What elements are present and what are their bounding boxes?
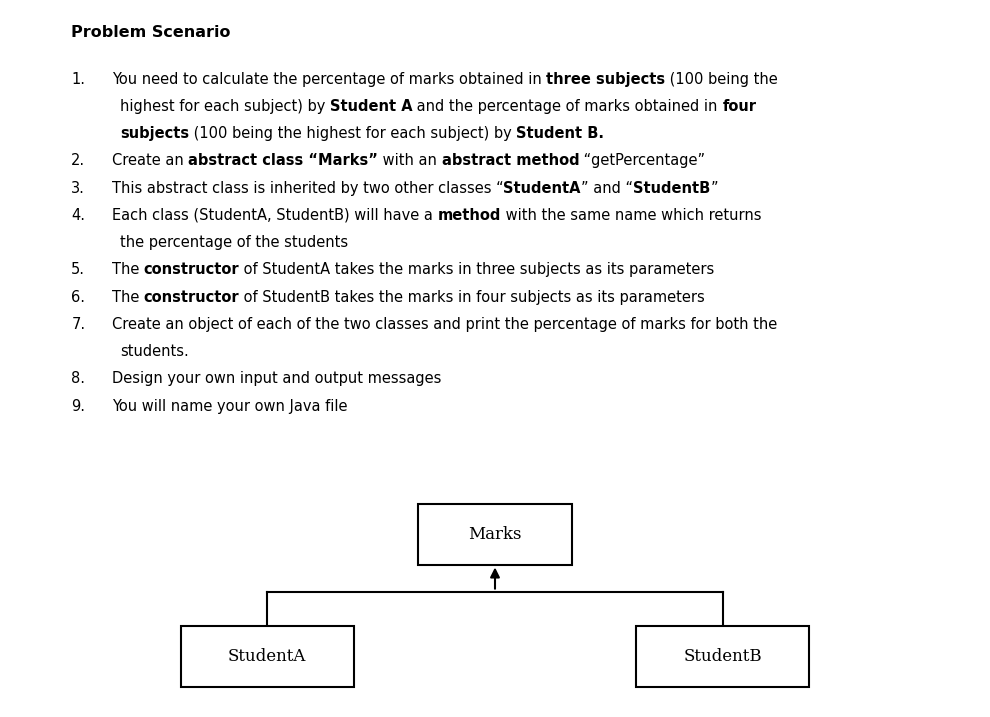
Text: This abstract class is inherited by two other classes “: This abstract class is inherited by two …	[112, 181, 504, 196]
Text: StudentB: StudentB	[633, 181, 710, 196]
Text: Marks: Marks	[468, 526, 522, 543]
Text: Student A: Student A	[330, 99, 413, 114]
Text: of StudentA takes the marks in three subjects as its parameters: of StudentA takes the marks in three sub…	[240, 262, 715, 277]
Text: highest for each subject) by: highest for each subject) by	[120, 99, 330, 114]
Text: “getPercentage”: “getPercentage”	[579, 153, 705, 168]
Text: method: method	[438, 208, 501, 223]
Text: ”: ”	[710, 181, 718, 196]
Text: Each class (StudentA, StudentB) will have a: Each class (StudentA, StudentB) will hav…	[112, 208, 438, 223]
Text: abstract class “Marks”: abstract class “Marks”	[188, 153, 378, 168]
Text: 6.: 6.	[71, 290, 85, 305]
Text: (100 being the: (100 being the	[665, 72, 778, 87]
Text: Student B.: Student B.	[517, 126, 604, 141]
Text: of StudentB takes the marks in four subjects as its parameters: of StudentB takes the marks in four subj…	[240, 290, 705, 305]
Text: constructor: constructor	[144, 290, 240, 305]
Text: 9.: 9.	[71, 399, 85, 414]
Text: 8.: 8.	[71, 371, 85, 386]
Bar	[181, 625, 354, 687]
Text: You will name your own Java file: You will name your own Java file	[112, 399, 347, 414]
Text: 1.: 1.	[71, 72, 85, 87]
Text: constructor: constructor	[144, 262, 240, 277]
Text: abstract method: abstract method	[442, 153, 579, 168]
Text: ” and “: ” and “	[581, 181, 633, 196]
Text: students.: students.	[120, 344, 188, 359]
Text: 4.: 4.	[71, 208, 85, 223]
Text: StudentB: StudentB	[683, 647, 762, 665]
Text: Create an: Create an	[112, 153, 188, 168]
Text: 5.: 5.	[71, 262, 85, 277]
Text: Problem Scenario: Problem Scenario	[71, 25, 231, 40]
Text: 2.: 2.	[71, 153, 85, 168]
Text: and the percentage of marks obtained in: and the percentage of marks obtained in	[413, 99, 723, 114]
Text: 7.: 7.	[71, 317, 85, 332]
Text: You need to calculate the percentage of marks obtained in: You need to calculate the percentage of …	[112, 72, 546, 87]
Text: the percentage of the students: the percentage of the students	[120, 235, 347, 250]
Text: The: The	[112, 262, 144, 277]
Text: Design your own input and output messages: Design your own input and output message…	[112, 371, 442, 386]
Text: with the same name which returns: with the same name which returns	[501, 208, 761, 223]
Text: three subjects: three subjects	[546, 72, 665, 87]
Bar	[418, 504, 572, 565]
Text: StudentA: StudentA	[504, 181, 581, 196]
Text: subjects: subjects	[120, 126, 189, 141]
Bar	[636, 625, 809, 687]
Text: four: four	[723, 99, 756, 114]
Text: StudentA: StudentA	[228, 647, 307, 665]
Text: Create an object of each of the two classes and print the percentage of marks fo: Create an object of each of the two clas…	[112, 317, 777, 332]
Text: 3.: 3.	[71, 181, 85, 196]
Text: The: The	[112, 290, 144, 305]
Text: with an: with an	[378, 153, 442, 168]
Text: (100 being the highest for each subject) by: (100 being the highest for each subject)…	[189, 126, 517, 141]
